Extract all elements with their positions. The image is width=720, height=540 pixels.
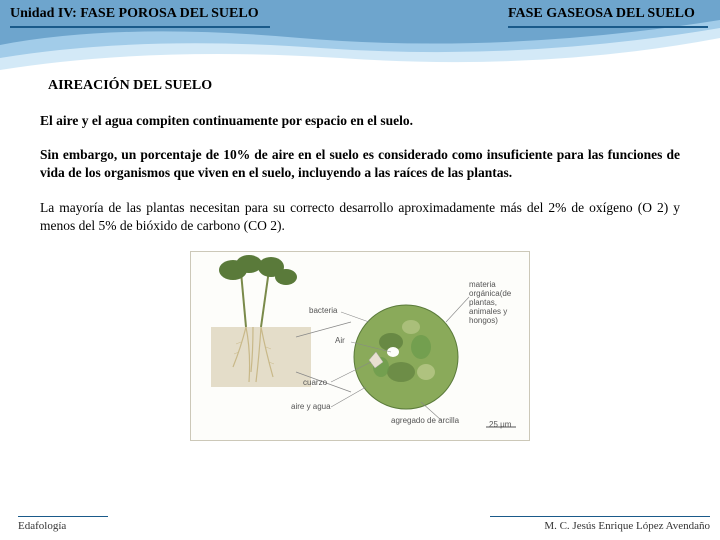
- content-area: AIREACIÓN DEL SUELO El aire y el agua co…: [0, 28, 720, 441]
- footer: Edafología M. C. Jesús Enrique López Ave…: [0, 516, 720, 532]
- header: Unidad IV: FASE POROSA DEL SUELO FASE GA…: [0, 0, 720, 28]
- paragraph-3: La mayoría de las plantas necesitan para…: [40, 199, 680, 235]
- plant-illustration: [211, 255, 311, 387]
- label-air: Air: [335, 336, 345, 345]
- label-quartz: cuarzo: [303, 378, 327, 387]
- label-aggregate: agregado de arcilla: [391, 416, 459, 425]
- footer-left: Edafología: [18, 516, 108, 532]
- soil-aggregate: [354, 305, 458, 409]
- paragraph-2: Sin embargo, un porcentaje de 10% de air…: [40, 146, 680, 182]
- label-scale: 25 μm: [489, 420, 511, 429]
- subtitle: AIREACIÓN DEL SUELO: [48, 78, 680, 94]
- header-right-title: FASE GASEOSA DEL SUELO: [508, 6, 708, 28]
- diagram-container: materia orgánica(de plantas, animales y …: [40, 251, 680, 441]
- label-bacteria: bacteria: [309, 306, 337, 315]
- soil-diagram: materia orgánica(de plantas, animales y …: [190, 251, 530, 441]
- label-organic: materia orgánica(de plantas, animales y …: [469, 280, 529, 325]
- label-airwater: aire y agua: [291, 402, 331, 411]
- footer-right: M. C. Jesús Enrique López Avendaño: [490, 516, 710, 532]
- paragraph-1: El aire y el agua compiten continuamente…: [40, 112, 680, 130]
- header-left-title: Unidad IV: FASE POROSA DEL SUELO: [10, 6, 270, 28]
